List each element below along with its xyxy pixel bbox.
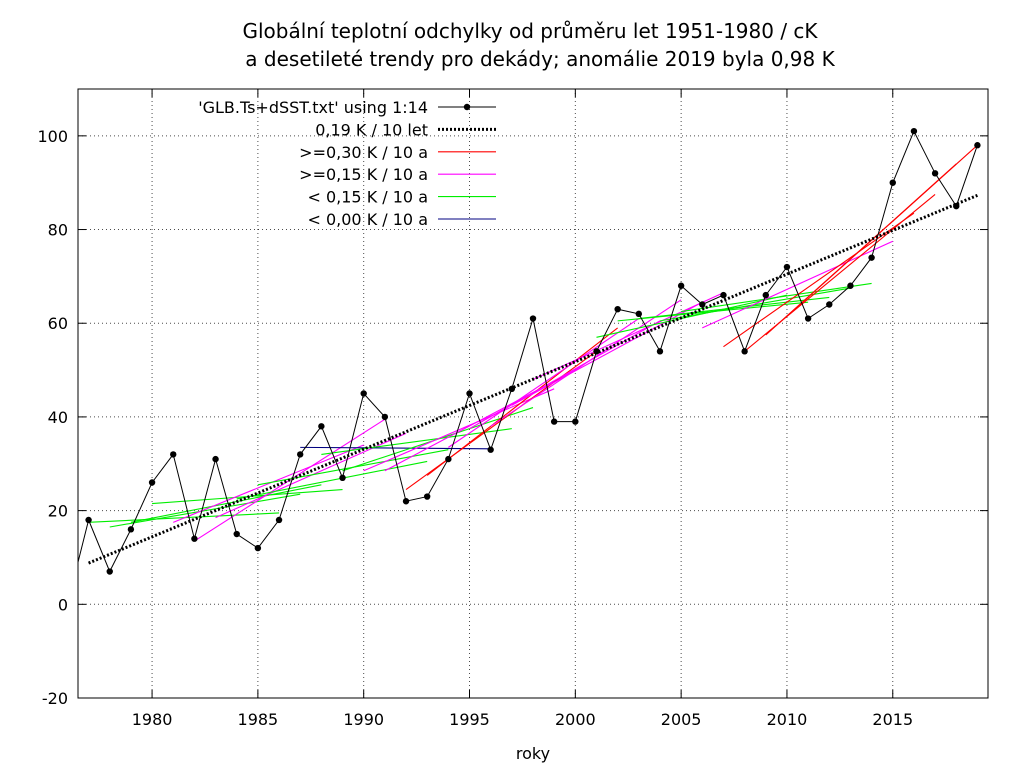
data-point <box>974 142 981 149</box>
data-point <box>191 535 198 542</box>
y-tick-label: 0 <box>58 595 68 614</box>
trend-line-lt015 <box>321 428 512 455</box>
trend-line-ge030 <box>723 212 915 348</box>
data-point <box>339 474 346 482</box>
data-point <box>508 385 516 393</box>
data-point <box>487 446 494 453</box>
data-point <box>656 348 664 355</box>
legend-swatch-point <box>463 103 471 111</box>
trend-line-ge015 <box>173 444 364 523</box>
data-point <box>148 479 156 486</box>
data-point <box>847 282 854 289</box>
x-tick-label: 1990 <box>343 710 384 729</box>
data-point <box>550 418 558 425</box>
data-point <box>868 254 875 261</box>
data-point <box>804 315 812 322</box>
trend-line-ge015 <box>448 318 640 448</box>
data-point <box>318 423 325 430</box>
data-point <box>233 530 240 538</box>
y-tick-label: 20 <box>48 502 68 521</box>
trend-line-ge030 <box>786 144 978 317</box>
y-tick-label: 60 <box>48 314 68 333</box>
trend-line-ge015 <box>363 388 555 472</box>
x-tick-label: 2000 <box>555 710 596 729</box>
data-point <box>254 544 262 552</box>
trend-line-lt015 <box>596 294 788 338</box>
data-point <box>677 282 685 289</box>
trend-line-lt000 <box>300 446 491 450</box>
legend-label: >=0,30 K / 10 a <box>299 143 428 162</box>
data-point <box>529 315 537 322</box>
legend-label: 0,19 K / 10 let <box>315 120 428 139</box>
data-point <box>423 493 431 500</box>
data-point <box>614 305 621 313</box>
legend-label: < 0,00 K / 10 a <box>307 210 428 229</box>
x-tick-label: 2005 <box>661 710 702 729</box>
y-tick-label: 80 <box>48 221 68 240</box>
data-point <box>275 516 283 524</box>
chart-title-line-2: a desetileté trendy pro dekády; anomálie… <box>245 47 835 71</box>
x-tick-label: 1985 <box>238 710 279 729</box>
x-tick-label: 2015 <box>872 710 913 729</box>
data-point <box>360 390 367 397</box>
trend-line-ge030 <box>426 327 618 476</box>
plot-border <box>77 88 989 699</box>
data-point <box>953 202 960 210</box>
data-point <box>85 516 92 524</box>
trend-line-lt015 <box>681 282 872 313</box>
data-point <box>212 455 219 463</box>
legend-label: >=0,15 K / 10 a <box>299 165 428 184</box>
data-point <box>466 390 473 397</box>
x-axis-label: roky <box>516 744 550 763</box>
y-tick-label: -20 <box>42 689 68 708</box>
trend-line-lt015 <box>659 287 851 322</box>
x-tick-label: 2010 <box>767 710 808 729</box>
legend-label: < 0,15 K / 10 a <box>307 188 428 207</box>
data-point <box>741 348 748 355</box>
data-point <box>826 301 833 308</box>
x-tick-label: 1980 <box>132 710 173 729</box>
axes: -20 0 20 40 60 80 100 1980 1985 1990 1995 2000 2005 2… <box>37 88 989 729</box>
trend-line-lt015 <box>130 484 322 523</box>
y-tick-label: 100 <box>37 127 68 146</box>
trend-line-ge015 <box>532 292 724 380</box>
series-line <box>78 129 978 573</box>
data-point <box>445 455 452 463</box>
overall-trend-line <box>88 193 978 565</box>
overall-trend <box>88 193 978 565</box>
data-point <box>720 291 727 299</box>
data-point <box>783 263 791 271</box>
decadal-trend-lines <box>88 144 978 542</box>
data-point <box>931 170 939 177</box>
legend: 'GLB.Ts+dSST.txt' using 1:14 0,19 K / 10 … <box>198 98 496 229</box>
data-point <box>297 451 304 458</box>
data-point <box>572 418 579 425</box>
chart-title-line-1: Globální teplotní odchylky od průměru le… <box>242 19 818 43</box>
data-point <box>635 310 643 318</box>
data-point <box>106 568 113 575</box>
y-tick-label: 40 <box>48 408 68 427</box>
data-point <box>699 301 706 308</box>
data-point <box>402 498 410 505</box>
data-point <box>381 413 389 421</box>
data-series <box>78 127 981 575</box>
trend-line-ge015 <box>490 299 682 427</box>
data-point <box>910 127 918 135</box>
data-point <box>889 179 896 186</box>
data-point <box>127 526 135 533</box>
trend-line-lt015 <box>236 460 428 500</box>
trend-line-lt015 <box>109 493 301 528</box>
x-tick-label: 1995 <box>449 710 490 729</box>
legend-label: 'GLB.Ts+dSST.txt' using 1:14 <box>198 98 428 117</box>
data-point <box>593 348 600 355</box>
data-point <box>762 291 769 299</box>
data-point <box>170 451 177 458</box>
